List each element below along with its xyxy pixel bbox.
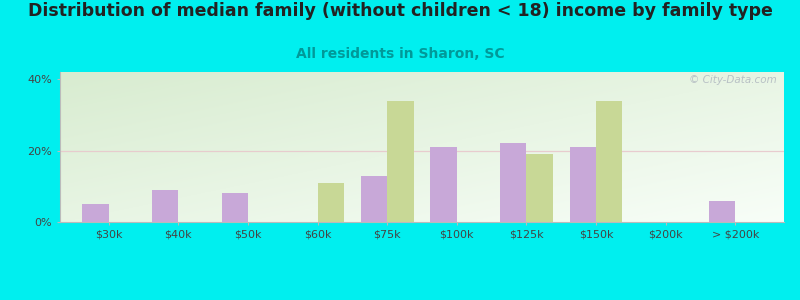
Bar [596, 100, 622, 222]
Text: Distribution of median family (without children < 18) income by family type: Distribution of median family (without c… [27, 2, 773, 20]
Bar [526, 154, 553, 222]
Bar [222, 194, 248, 222]
Bar [500, 143, 526, 222]
Bar [361, 176, 387, 222]
Bar [387, 100, 414, 222]
Text: © City-Data.com: © City-Data.com [689, 75, 777, 85]
Text: All residents in Sharon, SC: All residents in Sharon, SC [296, 46, 504, 61]
Bar [709, 201, 735, 222]
Bar [82, 204, 109, 222]
Bar [570, 147, 596, 222]
Bar [318, 183, 344, 222]
Bar [152, 190, 178, 222]
Bar [430, 147, 457, 222]
